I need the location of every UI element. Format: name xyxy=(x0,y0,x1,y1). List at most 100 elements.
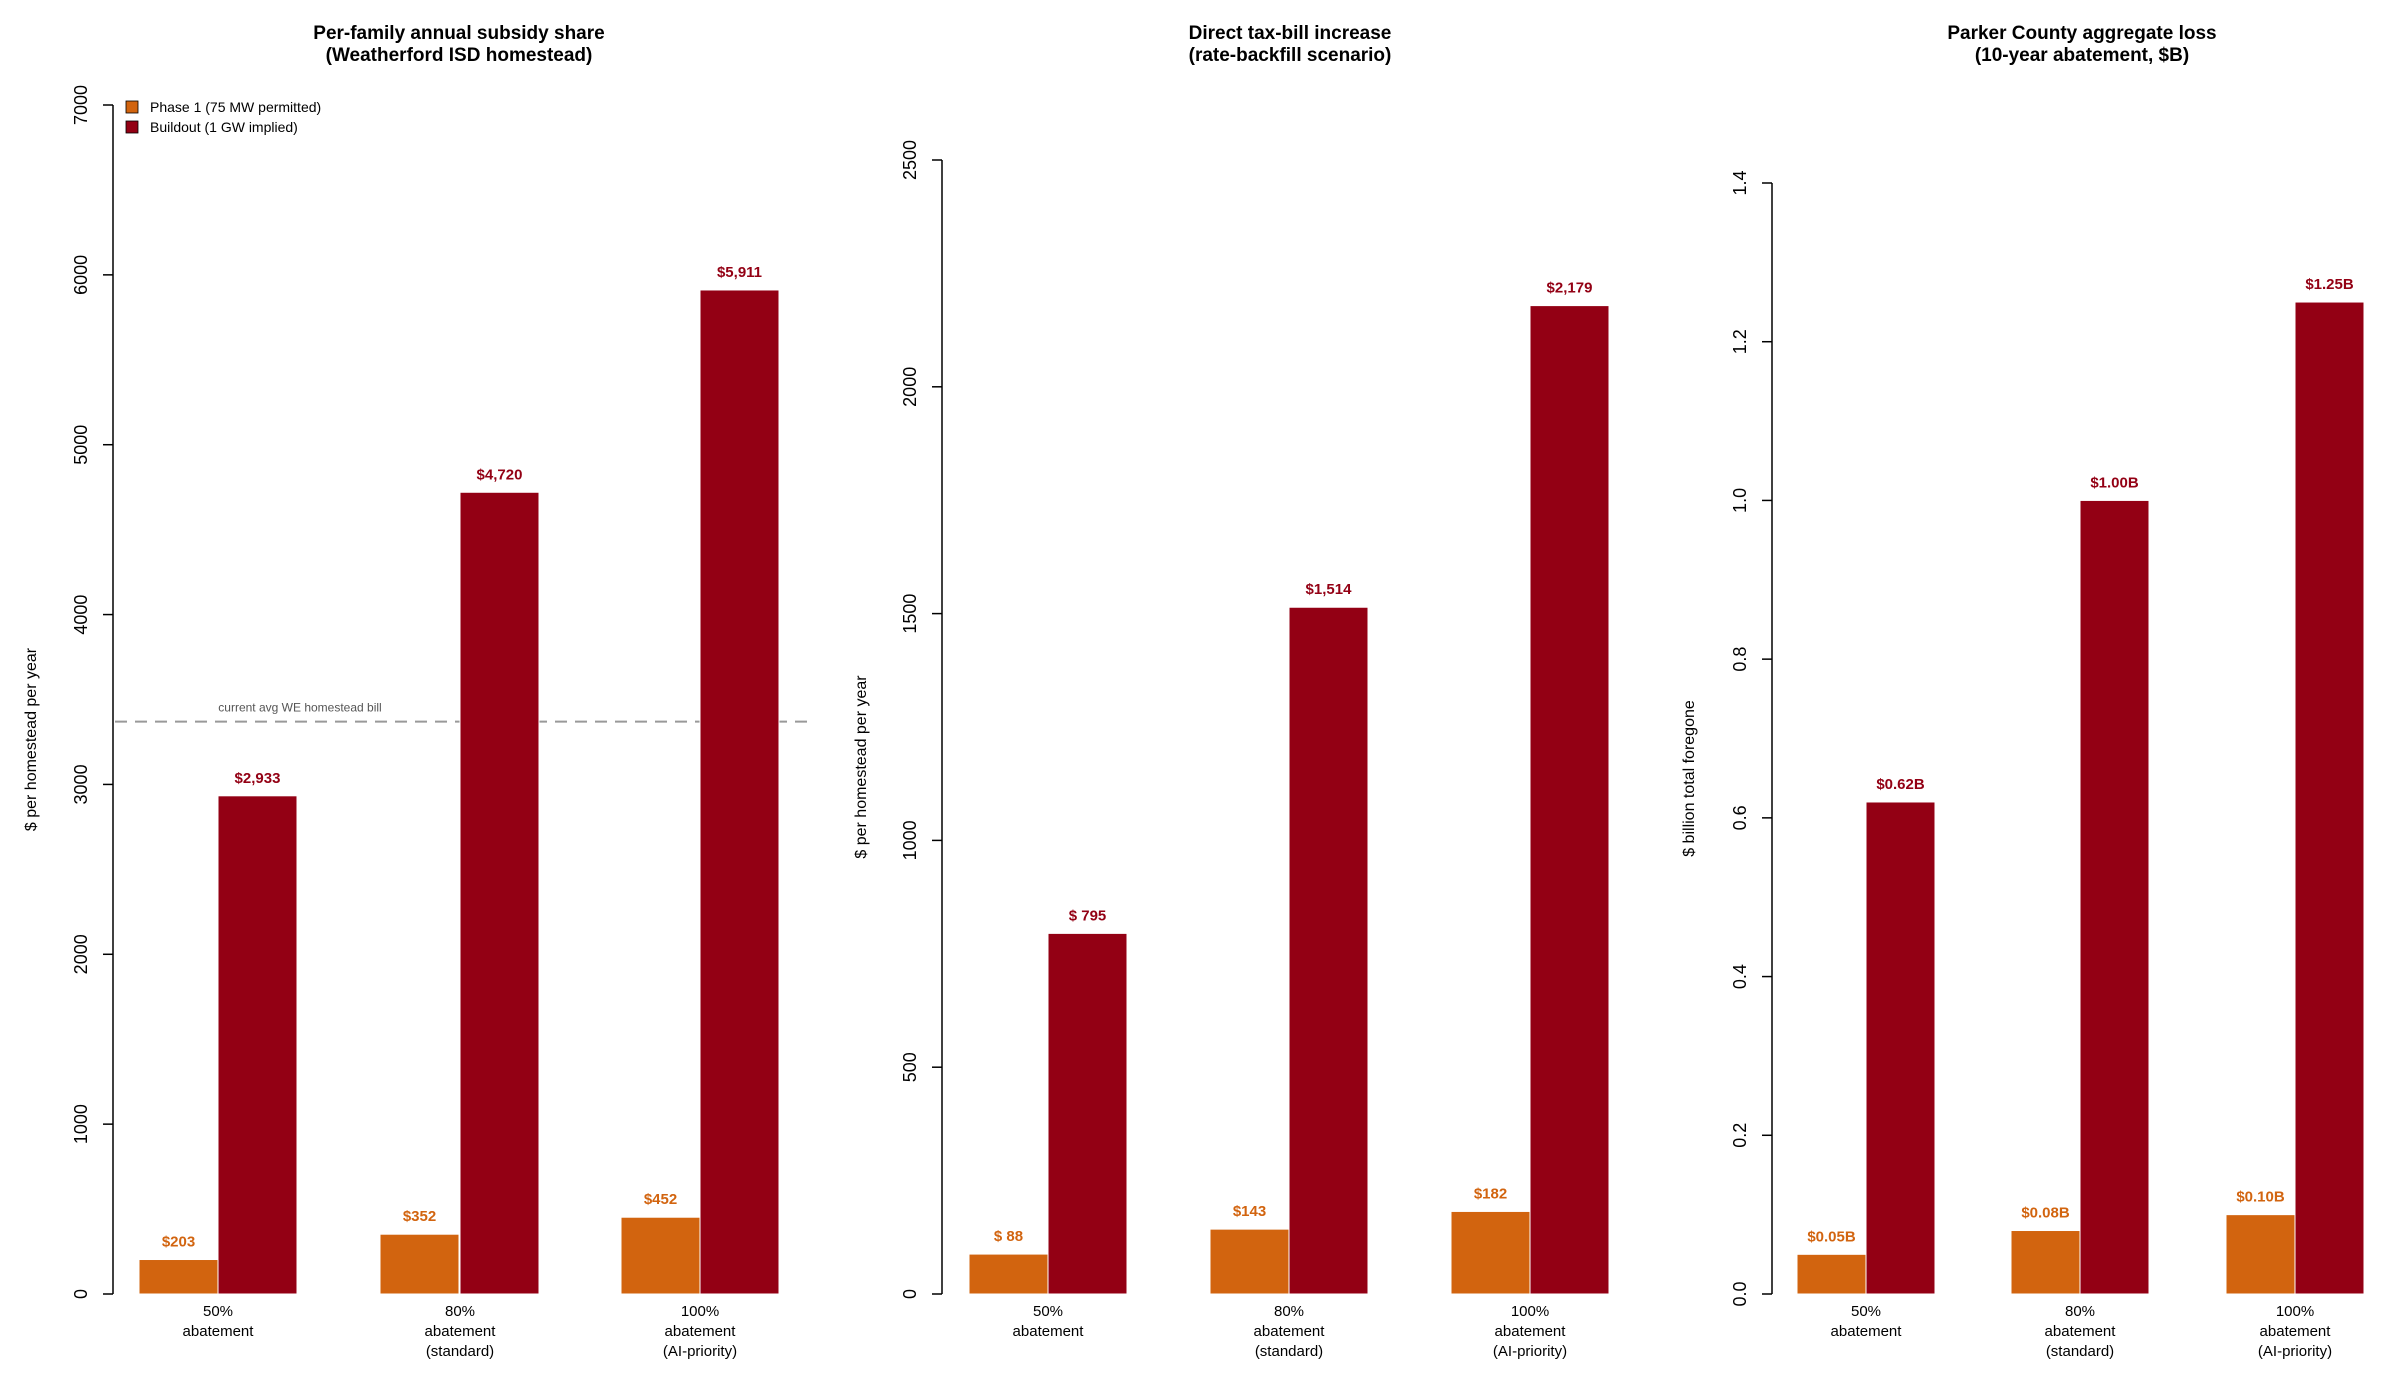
y-tick-label: 1.2 xyxy=(1730,329,1750,354)
category-label: abatement xyxy=(425,1323,497,1340)
bar xyxy=(1209,1228,1290,1295)
y-tick-label: 500 xyxy=(900,1052,920,1082)
bar xyxy=(699,289,780,1295)
data-label: $0.10B xyxy=(2236,1189,2285,1206)
y-tick-label: 0.8 xyxy=(1730,647,1750,672)
bar xyxy=(1796,1253,1867,1295)
chart-panel-1: Per-family annual subsidy share(Weatherf… xyxy=(23,23,810,1360)
y-axis-label: $ per homestead per year xyxy=(853,675,870,859)
legend-item-label: Phase 1 (75 MW permitted) xyxy=(150,99,321,115)
bar xyxy=(2010,1230,2081,1295)
y-tick-label: 5000 xyxy=(71,425,91,465)
data-label: $ 88 xyxy=(994,1228,1023,1245)
chart-title: (10-year abatement, $B) xyxy=(1975,45,2189,66)
y-tick-label: 7000 xyxy=(71,85,91,125)
legend-item-label: Buildout (1 GW implied) xyxy=(150,119,298,135)
bar xyxy=(138,1259,219,1295)
category-label: abatement xyxy=(1495,1323,1567,1340)
category-label: abatement xyxy=(665,1323,737,1340)
category-label: 100% xyxy=(2276,1303,2314,1320)
y-tick-label: 0 xyxy=(71,1289,91,1299)
y-tick-label: 0.4 xyxy=(1730,964,1750,989)
y-tick-label: 1.4 xyxy=(1730,170,1750,195)
data-label: $1,514 xyxy=(1306,581,1353,598)
category-label: abatement xyxy=(1254,1323,1326,1340)
y-tick-label: 0.0 xyxy=(1730,1281,1750,1306)
bar xyxy=(459,491,540,1295)
category-label: (standard) xyxy=(426,1343,494,1360)
bar xyxy=(1865,801,1936,1295)
reference-line-label: current avg WE homestead bill xyxy=(218,701,381,715)
chart-title: (Weatherford ISD homestead) xyxy=(326,45,593,66)
chart-title: Per-family annual subsidy share xyxy=(313,23,604,44)
bar xyxy=(1450,1210,1531,1295)
category-label: abatement xyxy=(1831,1323,1903,1340)
category-label: 100% xyxy=(1511,1303,1549,1320)
y-axis-label: $ billion total foregone xyxy=(1681,700,1698,857)
category-label: 80% xyxy=(2065,1303,2095,1320)
bar xyxy=(1529,305,1610,1295)
category-label: 50% xyxy=(1033,1303,1063,1320)
category-label: 100% xyxy=(681,1303,719,1320)
data-label: $452 xyxy=(644,1191,677,1208)
category-label: abatement xyxy=(2260,1323,2332,1340)
legend-swatch xyxy=(125,120,139,134)
category-label: (standard) xyxy=(1255,1343,1323,1360)
category-label: 80% xyxy=(445,1303,475,1320)
y-tick-label: 0.2 xyxy=(1730,1123,1750,1148)
data-label: $1.25B xyxy=(2305,276,2354,293)
y-tick-label: 0.6 xyxy=(1730,805,1750,830)
y-tick-label: 3000 xyxy=(71,764,91,804)
data-label: $0.05B xyxy=(1807,1228,1856,1245)
category-label: (AI-priority) xyxy=(1493,1343,1567,1360)
data-label: $2,179 xyxy=(1547,280,1593,297)
y-tick-label: 0 xyxy=(900,1289,920,1299)
category-label: 50% xyxy=(203,1303,233,1320)
data-label: $4,720 xyxy=(477,466,523,483)
bar xyxy=(1288,606,1369,1295)
data-label: $182 xyxy=(1474,1185,1507,1202)
category-label: abatement xyxy=(2045,1323,2117,1340)
chart-title: Direct tax-bill increase xyxy=(1189,23,1392,44)
y-tick-label: 2500 xyxy=(900,140,920,180)
category-label: (standard) xyxy=(2046,1343,2114,1360)
category-label: abatement xyxy=(183,1323,255,1340)
chart-title: (rate-backfill scenario) xyxy=(1189,45,1392,66)
y-tick-label: 1000 xyxy=(71,1104,91,1144)
y-axis-label: $ per homestead per year xyxy=(23,647,40,831)
data-label: $0.62B xyxy=(1876,776,1925,793)
bar xyxy=(217,795,298,1295)
bar xyxy=(2225,1214,2296,1295)
chart-panel-3: Parker County aggregate loss(10-year aba… xyxy=(1681,23,2365,1360)
y-tick-label: 4000 xyxy=(71,595,91,635)
data-label: $2,933 xyxy=(235,770,281,787)
chart-panel-2: Direct tax-bill increase(rate-backfill s… xyxy=(853,23,1610,1360)
y-tick-label: 2000 xyxy=(71,934,91,974)
legend: Phase 1 (75 MW permitted) Buildout (1 GW … xyxy=(125,99,321,135)
bar xyxy=(620,1216,701,1295)
y-tick-label: 1.0 xyxy=(1730,488,1750,513)
category-label: (AI-priority) xyxy=(663,1343,737,1360)
category-label: (AI-priority) xyxy=(2258,1343,2332,1360)
data-label: $143 xyxy=(1233,1203,1266,1220)
bar xyxy=(2294,301,2365,1295)
data-label: $5,911 xyxy=(717,264,762,281)
data-label: $0.08B xyxy=(2021,1205,2070,1222)
category-label: 80% xyxy=(1274,1303,1304,1320)
legend-swatch xyxy=(125,100,139,114)
category-label: abatement xyxy=(1013,1323,1085,1340)
bar xyxy=(968,1253,1049,1295)
data-label: $1.00B xyxy=(2090,474,2139,491)
y-tick-label: 1000 xyxy=(900,820,920,860)
chart-title: Parker County aggregate loss xyxy=(1947,23,2216,44)
data-label: $352 xyxy=(403,1208,436,1225)
y-tick-label: 2000 xyxy=(900,367,920,407)
bar xyxy=(379,1233,460,1295)
data-label: $ 795 xyxy=(1069,907,1107,924)
category-label: 50% xyxy=(1851,1303,1881,1320)
y-tick-label: 1500 xyxy=(900,594,920,634)
bar xyxy=(1047,932,1128,1295)
y-tick-label: 6000 xyxy=(71,255,91,295)
data-label: $203 xyxy=(162,1234,195,1251)
